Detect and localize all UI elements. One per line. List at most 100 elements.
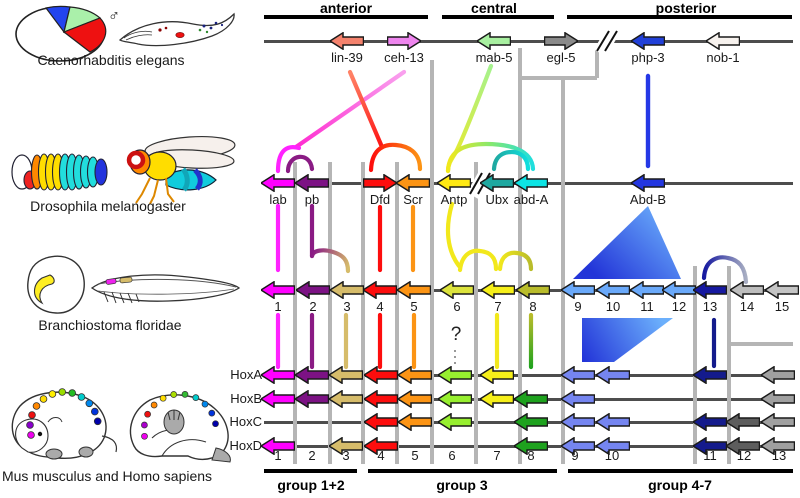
gene-label-abd-A: abd-A	[513, 192, 549, 207]
hook-pb-to-3	[309, 248, 351, 274]
group3-bar	[368, 469, 557, 473]
gene-label-1: 1	[274, 299, 282, 314]
gene-arrow-php-3	[631, 32, 665, 50]
gene-arrow-HoxA6	[438, 366, 472, 384]
gene-arrow-HoxB6	[438, 390, 472, 408]
gene-label-14: 14	[739, 299, 755, 314]
species-label-mouse-human: Mus musculus and Homo sapiens	[1, 468, 213, 484]
gene-label-5: 5	[410, 299, 418, 314]
gene-arrow-HoxC4	[364, 413, 398, 431]
gene-label-2: 2	[309, 299, 317, 314]
gene-arrow-lab	[261, 174, 295, 192]
mouse-eye	[37, 431, 43, 437]
gene-label-8: 8	[529, 299, 537, 314]
cluster-label-HoxD: HoxD	[229, 438, 262, 453]
group12-bar	[264, 469, 357, 473]
gene-label-nob-1: nob-1	[706, 50, 740, 65]
group-label-1-2: group 1+2	[277, 477, 345, 493]
lancelet-head-closeup	[27, 255, 85, 314]
region-label-posterior: posterior	[655, 0, 717, 16]
gene-arrow-HoxC8	[514, 413, 548, 431]
arc-13-14	[701, 255, 749, 285]
group-label-4-7: group 4-7	[648, 477, 712, 493]
cluster-label-HoxC: HoxC	[229, 414, 262, 429]
worm-pharynx-lines	[123, 30, 153, 41]
gene-arrow-Abd-B	[631, 174, 665, 192]
break-mark-celegans	[593, 25, 621, 57]
paralog-number-2: 2	[308, 448, 316, 463]
gene-arrow-abd-A	[514, 174, 548, 192]
gene-arrow-6	[440, 281, 474, 299]
gene-label-13: 13	[702, 299, 718, 314]
gene-label-Antp: Antp	[440, 192, 468, 207]
gene-arrow-HoxC13	[761, 413, 795, 431]
gene-arrow-4	[363, 281, 397, 299]
abdb-expansion-triangle	[573, 206, 681, 279]
gene-label-egl-5: egl-5	[546, 50, 576, 65]
paralog-number-3: 3	[342, 448, 350, 463]
gene-label-php-3: php-3	[631, 50, 665, 65]
paralog-number-7: 7	[493, 448, 501, 463]
gene-arrow-HoxA10	[596, 366, 630, 384]
gene-arrow-HoxD8	[514, 437, 548, 455]
gene-arrow-HoxA5	[398, 366, 432, 384]
gene-label-lin-39: lin-39	[331, 50, 363, 65]
paralog-number-6: 6	[448, 448, 456, 463]
gene-arrow-HoxD4	[364, 437, 398, 455]
worm-outline	[118, 12, 235, 47]
gene-arrow-HoxA4	[364, 366, 398, 384]
gene-arrow-HoxB9	[561, 390, 595, 408]
group47-bar	[568, 469, 793, 473]
group-label-3: group 3	[436, 477, 488, 493]
arc-6-7	[457, 248, 499, 273]
arc-ubx-abda	[491, 149, 531, 172]
gene-arrow-HoxC5	[398, 413, 432, 431]
gene-label-11: 11	[640, 299, 654, 314]
arc-antp-abda	[445, 141, 536, 174]
gene-label-3: 3	[343, 299, 351, 314]
paralog-number-4: 4	[377, 448, 385, 463]
gene-arrow-HoxA1	[261, 366, 295, 384]
paralog-number-10: 10	[604, 448, 620, 463]
species-label-drosophila: Drosophila melanogaster	[30, 198, 186, 214]
gene-arrow-mab-5	[477, 32, 511, 50]
connector-antp-down	[445, 201, 462, 269]
gene-arrow-11	[630, 281, 664, 299]
paralog-number-5: 5	[411, 448, 419, 463]
gene-label-9: 9	[574, 299, 582, 314]
gene-arrow-9	[561, 281, 595, 299]
branchiostoma-illustration	[27, 255, 241, 314]
gene-arrow-HoxC6	[438, 413, 472, 431]
cluster-label-HoxB: HoxB	[230, 391, 262, 406]
gene-arrow-HoxB1	[261, 390, 295, 408]
gene-arrow-12	[662, 281, 696, 299]
gene-label-ceh-13: ceh-13	[384, 50, 424, 65]
gene-arrow-HoxA9	[561, 366, 595, 384]
human-hox-expression-band	[141, 391, 219, 440]
gene-label-mab-5: mab-5	[475, 50, 513, 65]
gene-arrow-HoxD1	[261, 437, 295, 455]
arc-dfd-scr	[368, 142, 423, 173]
cluster-label-HoxA: HoxA	[230, 367, 262, 382]
species-label-branchiostoma: Branchiostoma floridae	[38, 317, 182, 333]
gene-arrow-15	[765, 281, 799, 299]
gene-arrow-Antp	[437, 174, 471, 192]
gene-arrow-HoxB8	[514, 390, 548, 408]
gene-arrow-HoxA7	[480, 366, 514, 384]
paralog-number-13: 13	[771, 448, 787, 463]
gene-arrow-8	[516, 281, 550, 299]
head-yellow-organ	[33, 274, 55, 305]
region-label-anterior: anterior	[319, 0, 373, 16]
gene-arrow-5	[397, 281, 431, 299]
anterior-region-bar	[264, 15, 428, 19]
chromosome-line	[264, 40, 793, 43]
gene-arrow-HoxD9	[561, 437, 595, 455]
uncertain-homology-question-mark: ?	[450, 324, 462, 345]
male-symbol-icon: ♂	[108, 8, 120, 25]
gene-arrow-Dfd	[363, 174, 397, 192]
fly-eye	[126, 150, 146, 170]
paralog-number-1: 1	[274, 448, 282, 463]
gene-arrow-ceh-13	[387, 32, 421, 50]
gene-arrow-7	[481, 281, 515, 299]
